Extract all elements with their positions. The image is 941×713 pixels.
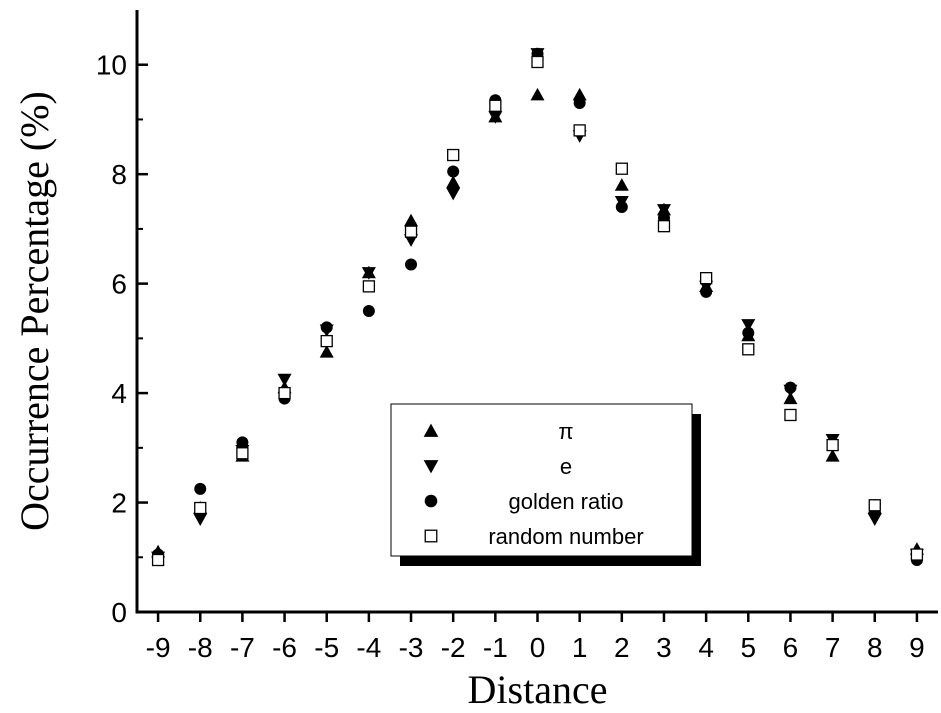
x-tick-label: 7 <box>825 632 841 663</box>
data-point <box>614 178 629 191</box>
data-point <box>236 447 249 460</box>
x-tick-label: 9 <box>909 632 925 663</box>
legend-marker <box>423 423 439 437</box>
data-point <box>742 343 755 356</box>
y-tick-label: 4 <box>111 378 127 409</box>
data-point <box>320 334 333 348</box>
series-3 <box>151 55 924 567</box>
y-axis-title: Occurrence Percentage (%) <box>12 91 57 531</box>
x-tick-label: -9 <box>146 632 171 663</box>
data-point <box>868 499 881 512</box>
y-tick-label: 0 <box>111 597 127 628</box>
data-point <box>826 438 839 452</box>
data-point <box>910 548 924 561</box>
data-point <box>867 513 882 526</box>
data-point <box>699 272 713 285</box>
data-point <box>320 321 333 334</box>
data-point <box>193 513 208 526</box>
x-tick-label: -6 <box>272 632 297 663</box>
x-axis-title: Distance <box>468 667 608 712</box>
data-point <box>277 373 292 387</box>
x-tick-label: 5 <box>741 632 757 663</box>
legend-marker <box>424 494 438 508</box>
legend-marker <box>423 460 439 474</box>
x-tick-label: -3 <box>399 632 424 663</box>
x-tick-label: 0 <box>530 632 546 663</box>
data-point <box>741 319 756 332</box>
x-tick-label: -8 <box>188 632 213 663</box>
data-point <box>742 326 755 339</box>
x-tick-label: 6 <box>783 632 799 663</box>
data-point <box>783 391 798 405</box>
y-tick-label: 6 <box>111 269 127 300</box>
y-tick-label: 2 <box>111 488 127 519</box>
y-tick-label: 10 <box>96 50 127 81</box>
x-tick-label: 8 <box>867 632 883 663</box>
data-point <box>236 436 249 449</box>
data-point <box>319 345 334 358</box>
data-point <box>784 408 797 422</box>
data-point <box>404 225 418 238</box>
x-tick-label: -4 <box>356 632 381 663</box>
x-tick-label: -2 <box>441 632 466 663</box>
legend: πe golden ratio random number <box>390 403 701 566</box>
data-point <box>447 165 460 178</box>
data-point <box>573 124 586 137</box>
legend-marker <box>424 529 438 543</box>
data-point <box>446 175 461 188</box>
data-point <box>656 204 671 217</box>
data-point <box>784 381 797 394</box>
data-point <box>615 162 628 175</box>
legend-label: e <box>560 454 572 479</box>
legend-label: golden ratio <box>509 489 624 514</box>
data-point <box>572 87 587 101</box>
data-point <box>489 99 502 112</box>
x-tick-label: -1 <box>483 632 508 663</box>
data-point <box>194 501 207 515</box>
data-point <box>488 111 503 124</box>
x-tick-label: 4 <box>698 632 714 663</box>
data-point <box>405 258 418 271</box>
data-point <box>615 201 628 214</box>
data-point <box>700 285 713 298</box>
data-point <box>404 213 419 227</box>
data-point <box>531 55 544 69</box>
x-tick-label: 2 <box>614 632 630 663</box>
x-tick-label: 3 <box>656 632 672 663</box>
legend-label: random number <box>488 524 643 549</box>
data-point <box>362 305 375 317</box>
legend-box <box>390 403 693 557</box>
data-point <box>151 553 165 567</box>
plot-area <box>151 47 924 567</box>
data-point <box>446 187 461 201</box>
data-point <box>194 482 207 495</box>
x-tick-label: -7 <box>230 632 255 663</box>
x-tick-label: -5 <box>314 632 339 663</box>
legend-label: π <box>558 419 573 444</box>
data-point <box>361 267 376 280</box>
data-point <box>530 87 545 101</box>
data-point <box>362 280 376 293</box>
data-point <box>447 148 460 162</box>
data-point <box>573 97 586 110</box>
data-point <box>657 220 671 233</box>
x-tick-label: 1 <box>572 632 588 663</box>
data-point <box>278 386 291 400</box>
y-tick-label: 8 <box>111 159 127 190</box>
data-point <box>825 449 840 462</box>
